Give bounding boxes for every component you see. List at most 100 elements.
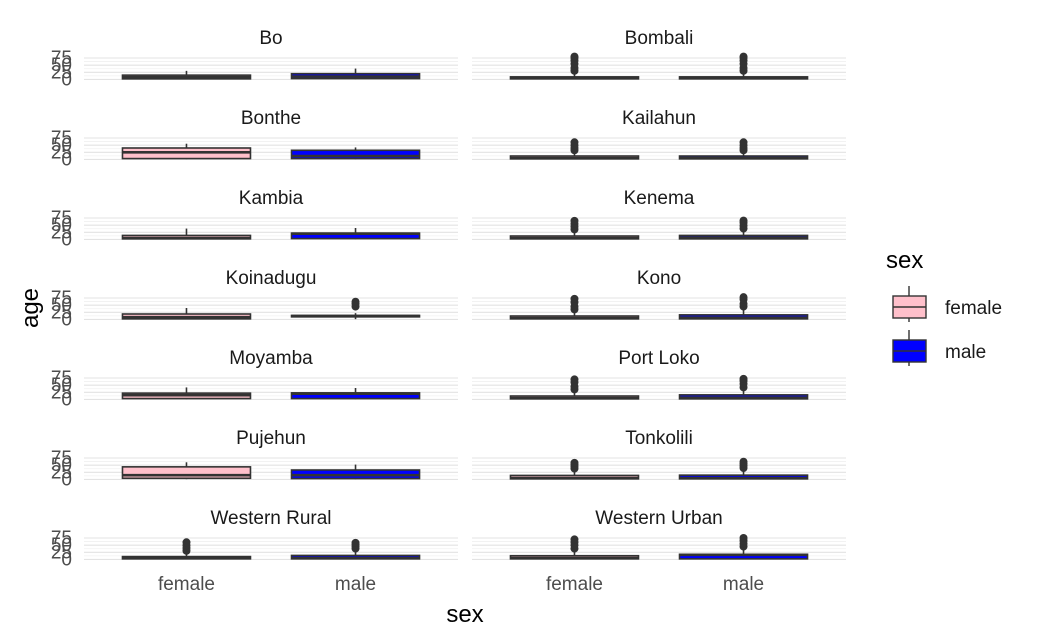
x-tick-label: male xyxy=(723,574,764,595)
y-tick-label: 25 xyxy=(51,142,72,163)
outlier-point xyxy=(739,138,748,147)
y-tick-label: 0 xyxy=(61,69,72,90)
facet-panel-kailahun: Kailahun xyxy=(472,108,846,160)
box-female xyxy=(121,228,252,240)
box-male xyxy=(678,534,809,560)
box-male xyxy=(290,228,421,240)
y-tick-label: 50 xyxy=(51,55,72,76)
box-male xyxy=(290,297,421,320)
y-tick-label: 75 xyxy=(51,448,72,469)
facet-title: Pujehun xyxy=(236,428,306,449)
outlier-point xyxy=(739,293,748,302)
box-male xyxy=(290,388,421,400)
y-tick-label: 50 xyxy=(51,535,72,556)
y-tick-label: 50 xyxy=(51,295,72,316)
box-male xyxy=(678,374,809,400)
box-female xyxy=(121,70,252,80)
y-tick-label: 50 xyxy=(51,135,72,156)
facet-title: Tonkolili xyxy=(625,428,693,449)
outlier-point xyxy=(739,534,748,542)
facet-title: Bombali xyxy=(625,28,694,49)
x-tick-label: female xyxy=(158,574,215,595)
y-tick-label: 0 xyxy=(61,149,72,170)
facet-panel-kono: Kono xyxy=(472,268,846,320)
outlier-point xyxy=(351,538,360,547)
y-tick-label: 0 xyxy=(61,549,72,570)
box-male xyxy=(678,52,809,80)
y-tick-label: 25 xyxy=(51,462,72,483)
outlier-point xyxy=(739,52,748,61)
box-female xyxy=(509,535,640,560)
y-tick-label: 75 xyxy=(51,528,72,549)
box-male xyxy=(678,138,809,160)
box-female xyxy=(509,458,640,480)
outlier-point xyxy=(570,375,579,384)
legend-title: sex xyxy=(886,247,923,274)
facet-title: Port Loko xyxy=(618,348,699,369)
y-axis-title: age xyxy=(17,288,44,328)
facet-title: Moyamba xyxy=(229,348,313,369)
box-female xyxy=(509,138,640,160)
box-female xyxy=(121,143,252,160)
y-tick-label: 0 xyxy=(61,229,72,250)
facet-title: Kambia xyxy=(239,188,304,209)
facet-title: Bo xyxy=(259,28,282,49)
box-male xyxy=(290,147,421,160)
facet-panel-western-urban: Western Urban xyxy=(472,508,846,560)
box-female xyxy=(121,387,252,400)
facet-panel-tonkolili: Tonkolili xyxy=(472,428,846,480)
y-tick-label: 0 xyxy=(61,309,72,330)
y-tick-label: 50 xyxy=(51,215,72,236)
box-female xyxy=(509,375,640,400)
facet-title: Kono xyxy=(637,268,681,289)
box-female xyxy=(121,308,252,320)
facet-panel-kenema: Kenema xyxy=(472,188,846,240)
y-tick-label: 75 xyxy=(51,48,72,69)
box-body xyxy=(121,466,252,480)
y-tick-label: 50 xyxy=(51,375,72,396)
y-tick-label: 25 xyxy=(51,542,72,563)
outlier-point xyxy=(570,138,579,147)
legend: sex female male xyxy=(886,247,1002,366)
box-male xyxy=(290,68,421,80)
outlier-point xyxy=(570,294,579,303)
facet-title: Bonthe xyxy=(241,108,301,129)
box-male xyxy=(678,293,809,320)
outlier-point xyxy=(570,216,579,225)
y-tick-label: 75 xyxy=(51,208,72,229)
box-male xyxy=(290,464,421,480)
outlier-point xyxy=(570,535,579,544)
outlier-point xyxy=(182,538,191,547)
y-tick-label: 75 xyxy=(51,368,72,389)
outlier-point xyxy=(351,297,360,306)
facet-title: Kenema xyxy=(624,188,695,209)
y-tick-label: 0 xyxy=(61,389,72,410)
y-tick-label: 50 xyxy=(51,455,72,476)
box-female xyxy=(509,52,640,80)
box-female xyxy=(509,216,640,240)
y-tick-label: 25 xyxy=(51,302,72,323)
legend-key-male: male xyxy=(892,330,986,366)
x-tick-label: female xyxy=(546,574,603,595)
facet-title: Koinadugu xyxy=(226,268,317,289)
facet-panel-port-loko: Port Loko xyxy=(472,348,846,400)
box-male xyxy=(290,538,421,560)
box-male xyxy=(678,457,809,480)
outlier-point xyxy=(739,216,748,225)
y-tick-label: 0 xyxy=(61,469,72,490)
box-female xyxy=(121,538,252,560)
facet-title: Western Urban xyxy=(595,508,722,529)
y-tick-label: 75 xyxy=(51,128,72,149)
facet-panel-bombali: Bombali xyxy=(472,28,846,80)
facet-title: Western Rural xyxy=(210,508,331,529)
outlier-point xyxy=(739,457,748,466)
legend-key-female: female xyxy=(892,286,1002,322)
y-tick-label: 75 xyxy=(51,288,72,309)
